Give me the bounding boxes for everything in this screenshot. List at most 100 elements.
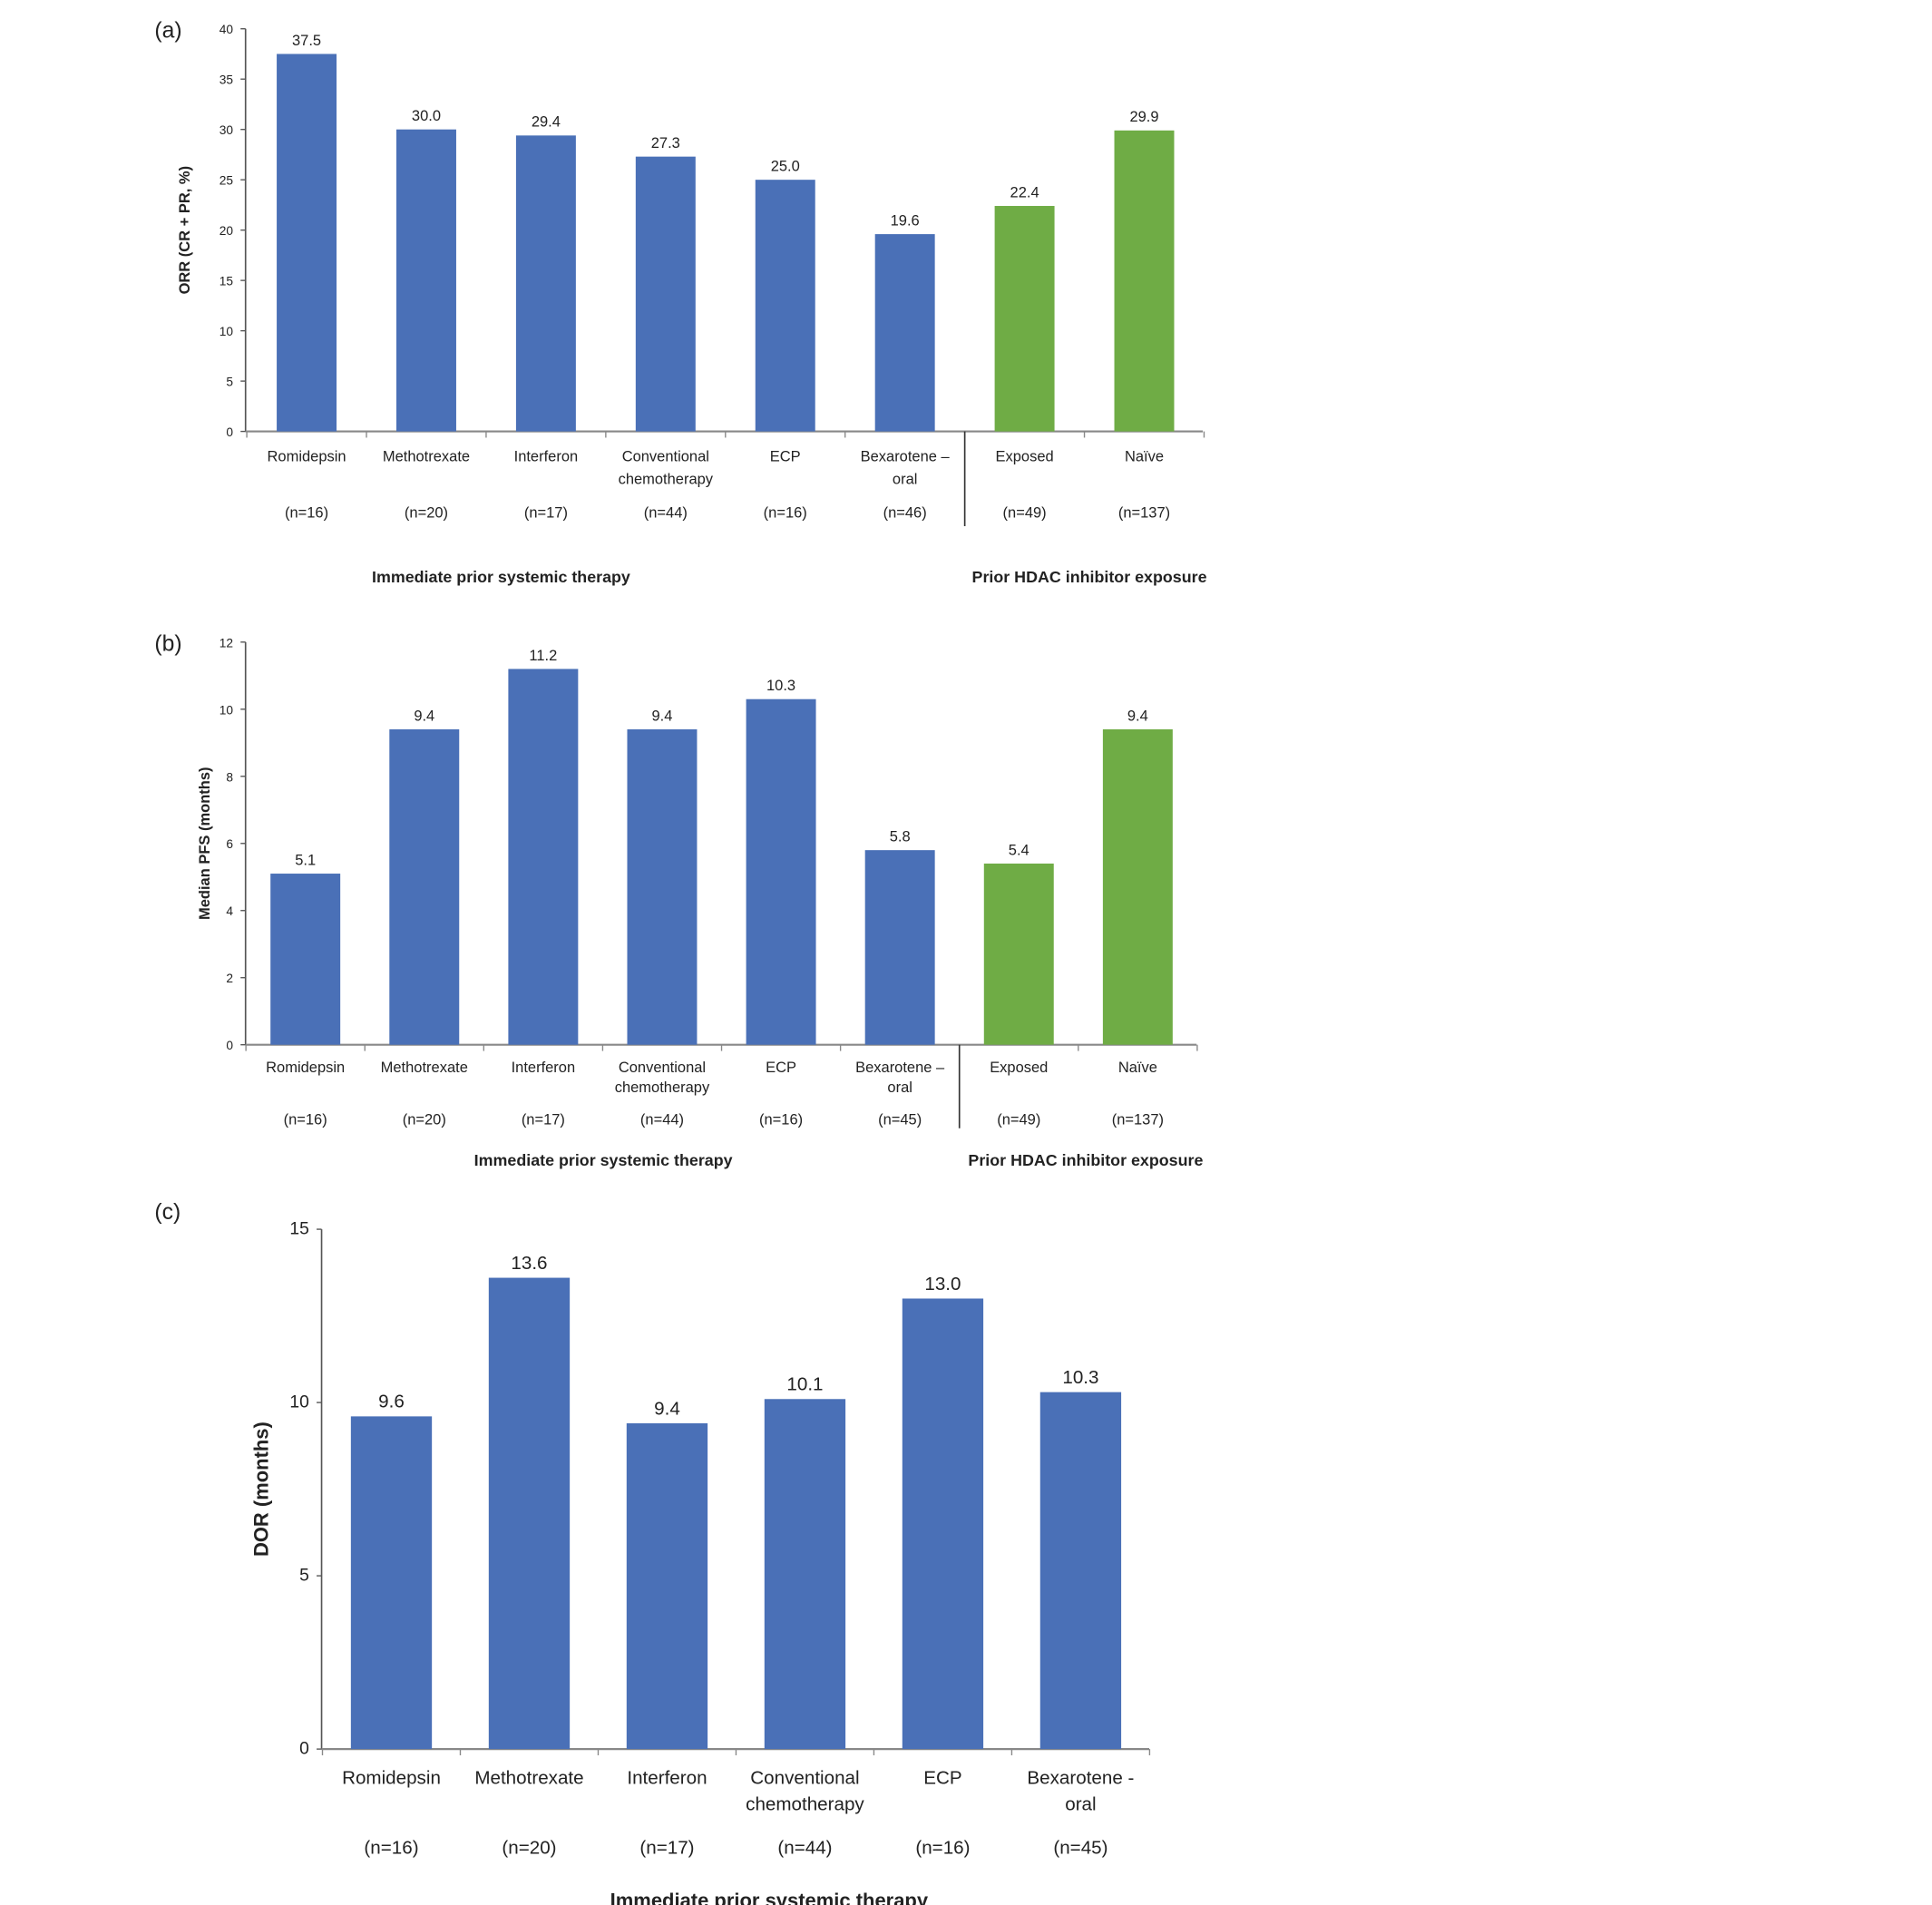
data-label: 5.4 xyxy=(1009,842,1029,858)
n-label: (n=16) xyxy=(364,1838,418,1859)
n-label: (n=49) xyxy=(997,1112,1040,1128)
bar xyxy=(488,1277,571,1750)
y-tick-label: 0 xyxy=(226,425,233,439)
data-label: 9.4 xyxy=(654,1398,680,1419)
x-tick-label: Methotrexate xyxy=(474,1768,583,1789)
panel-label: (c) xyxy=(154,1200,181,1225)
y-tick-label: 15 xyxy=(289,1220,308,1239)
data-label: 25.0 xyxy=(771,159,800,175)
bar xyxy=(1114,130,1175,432)
x-tick-label: oral xyxy=(887,1080,912,1096)
chart-panel-a: (a) 0 5 10 15 20 25 30 35 40 ORR (CR + PR, %) 37.5 R… xyxy=(154,18,1206,586)
data-label: 29.9 xyxy=(1129,109,1158,125)
data-label: 29.4 xyxy=(532,114,561,131)
bar xyxy=(874,234,935,432)
x-tick-label: chemotherapy xyxy=(615,1080,710,1096)
x-tick-label: ECP xyxy=(766,1060,796,1076)
data-label: 30.0 xyxy=(412,108,441,124)
group-label: Prior HDAC inhibitor exposure xyxy=(968,1151,1203,1169)
n-label: (n=44) xyxy=(640,1112,684,1128)
n-label: (n=44) xyxy=(777,1838,832,1859)
y-tick-label: 2 xyxy=(226,972,233,985)
y-tick-label: 5 xyxy=(226,376,233,389)
x-tick-label: chemotherapy xyxy=(746,1793,864,1814)
n-label: (n=17) xyxy=(639,1838,694,1859)
n-label: (n=17) xyxy=(524,504,568,521)
panel-label: (b) xyxy=(154,631,181,656)
data-label: 11.2 xyxy=(529,648,557,664)
n-label: (n=16) xyxy=(284,1112,327,1128)
data-label: 9.4 xyxy=(1127,708,1148,724)
bar xyxy=(764,1399,846,1750)
bar xyxy=(515,135,576,432)
x-tick-label: oral xyxy=(1065,1793,1096,1814)
x-tick-label: Romidepsin xyxy=(342,1768,441,1789)
y-tick-label: 25 xyxy=(220,174,234,188)
x-tick-label: Romidepsin xyxy=(268,449,346,465)
x-tick-label: Naïve xyxy=(1118,1060,1157,1076)
chart-panel-c: (c) 0 5 10 15 DOR (months) 9.6 Romidepsin (n=16)… xyxy=(154,1200,1151,1905)
group-label: Immediate prior systemic therapy xyxy=(372,568,630,586)
y-tick-label: 0 xyxy=(299,1740,309,1759)
x-tick-label: ECP xyxy=(923,1768,961,1789)
data-label: 19.6 xyxy=(891,212,920,229)
n-label: (n=16) xyxy=(285,504,328,521)
n-label: (n=17) xyxy=(522,1112,565,1128)
x-tick-label: chemotherapy xyxy=(619,471,714,487)
x-tick-label: Romidepsin xyxy=(266,1060,345,1076)
panel-label: (a) xyxy=(154,18,181,43)
bar xyxy=(1102,728,1173,1045)
data-label: 27.3 xyxy=(651,135,680,151)
data-label: 22.4 xyxy=(1010,184,1039,200)
bar xyxy=(755,180,815,432)
bar xyxy=(350,1416,433,1750)
n-label: (n=45) xyxy=(878,1112,922,1128)
bar xyxy=(1039,1392,1122,1750)
n-label: (n=20) xyxy=(405,504,448,521)
n-label: (n=49) xyxy=(1003,504,1047,521)
x-tick-label: Conventional xyxy=(619,1060,706,1076)
y-tick-label: 40 xyxy=(220,23,234,36)
y-tick-label: 0 xyxy=(226,1039,233,1052)
bar xyxy=(277,54,337,432)
x-tick-label: Exposed xyxy=(990,1060,1048,1076)
y-tick-label: 20 xyxy=(220,224,234,238)
x-tick-label: Bexarotene – xyxy=(855,1060,945,1076)
y-tick-label: 10 xyxy=(220,703,234,717)
x-tick-label: Methotrexate xyxy=(381,1060,468,1076)
x-tick-label: Interferon xyxy=(627,1768,707,1789)
y-tick-label: 10 xyxy=(220,325,234,338)
n-label: (n=137) xyxy=(1112,1112,1164,1128)
x-tick-label: oral xyxy=(893,471,918,487)
y-tick-label: 10 xyxy=(289,1393,308,1412)
data-label: 10.3 xyxy=(1062,1367,1098,1388)
data-label: 5.8 xyxy=(890,829,911,845)
data-label: 13.6 xyxy=(511,1253,547,1274)
data-label: 9.4 xyxy=(414,708,434,724)
bar xyxy=(270,874,341,1045)
bar xyxy=(746,698,816,1045)
x-tick-label: Interferon xyxy=(512,1060,576,1076)
y-tick-label: 15 xyxy=(220,275,234,288)
data-label: 9.4 xyxy=(652,708,673,724)
n-label: (n=16) xyxy=(759,1112,803,1128)
bar xyxy=(395,129,456,432)
data-label: 10.3 xyxy=(766,678,795,694)
bar xyxy=(994,206,1055,432)
n-label: (n=20) xyxy=(403,1112,446,1128)
bar xyxy=(902,1298,984,1750)
x-tick-label: Conventional xyxy=(622,449,709,465)
data-label: 5.1 xyxy=(295,852,316,868)
x-tick-label: Methotrexate xyxy=(383,449,470,465)
n-label: (n=20) xyxy=(502,1838,556,1859)
x-tick-label: ECP xyxy=(770,449,801,465)
x-tick-label: Bexarotene – xyxy=(861,449,951,465)
data-label: 10.1 xyxy=(786,1374,823,1395)
n-label: (n=44) xyxy=(644,504,688,521)
group-label: Prior HDAC inhibitor exposure xyxy=(972,568,1207,586)
n-label: (n=46) xyxy=(883,504,927,521)
y-tick-label: 12 xyxy=(220,636,233,650)
n-label: (n=45) xyxy=(1053,1838,1107,1859)
bar xyxy=(983,863,1054,1045)
